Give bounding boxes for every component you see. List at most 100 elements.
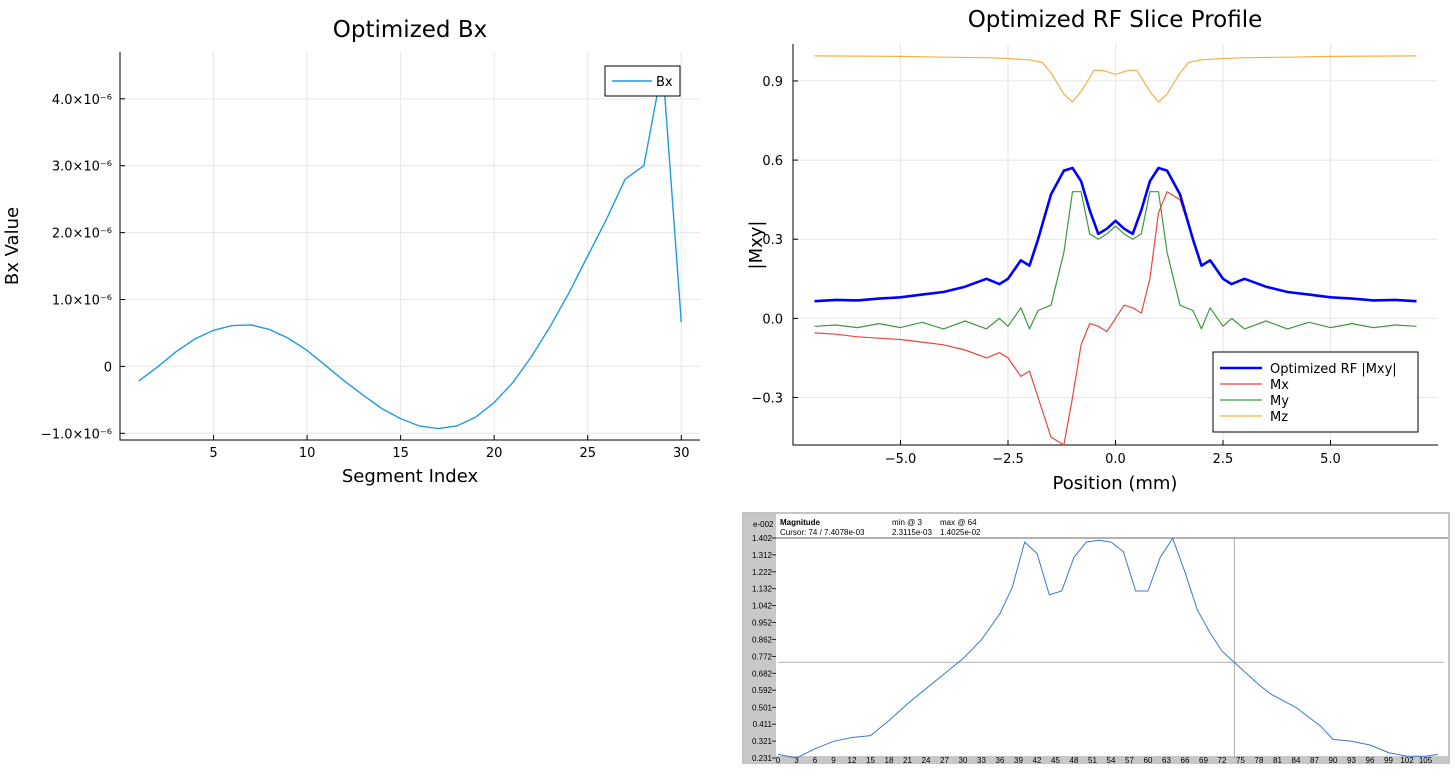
rf-chart-series [814, 55, 1417, 446]
viewer-y-tick-label: 0.952 [752, 619, 773, 628]
viewer-x-tick-label: 96 [1366, 756, 1375, 765]
viewer-y-tick-label: 1.402 [752, 534, 773, 543]
viewer-y-tick-label: 0.592 [752, 686, 773, 695]
viewer-x-tick-label: 63 [1162, 756, 1171, 765]
bx-series-line [138, 65, 682, 430]
rf-y-tick-label: 0.3 [762, 233, 783, 248]
rf-x-tick-label: 2.5 [1213, 452, 1234, 467]
viewer-x-tick-label: 84 [1292, 756, 1301, 765]
bx-chart: Optimized Bx 5 10 15 20 25 30 −1.0×10⁻⁶ 0 1.0×1… [2, 17, 700, 487]
viewer-x-tick-label: 93 [1347, 756, 1356, 765]
viewer-y-gutter [744, 514, 776, 762]
bx-legend-label: Bx [656, 75, 673, 90]
rf-mxy-line [814, 166, 1417, 303]
viewer-x-tick-label: 81 [1273, 756, 1282, 765]
bx-chart-x-label: Segment Index [342, 466, 479, 487]
viewer-y-tick-label: 0.231 [752, 754, 773, 763]
viewer-y-tick-label: 0.682 [752, 669, 773, 678]
viewer-x-tick-label: 78 [1255, 756, 1264, 765]
viewer-x-tick-label: 102 [1400, 756, 1414, 765]
viewer-y-tick-label: 0.321 [752, 737, 773, 746]
viewer-x-tick-label: 27 [940, 756, 949, 765]
bx-chart-y-label: Bx Value [2, 207, 23, 285]
viewer-x-tick-label: 45 [1051, 756, 1060, 765]
rf-profile-chart: Optimized RF Slice Profile −5.0 −2.5 0.0 2.… [746, 7, 1438, 494]
bx-y-tick-label: 4.0×10⁻⁶ [52, 93, 112, 108]
viewer-x-ticks: 0 3 6 9 12 15 18 21 24 27 30 33 36 39 42 45 48 51 54 57 60 63… [776, 756, 1433, 765]
bx-x-tick-label: 20 [486, 446, 503, 461]
rf-chart-grid [793, 44, 1438, 445]
rf-legend-box [1212, 351, 1419, 433]
viewer-x-tick-label: 9 [831, 756, 836, 765]
rf-my-line [814, 191, 1417, 330]
bx-chart-legend: Bx [604, 65, 681, 97]
viewer-y-tick-label: 1.132 [752, 585, 773, 594]
viewer-x-tick-label: 48 [1070, 756, 1079, 765]
viewer-frame [742, 512, 1450, 764]
viewer-y-tick-label: 1.312 [752, 551, 773, 560]
rf-x-tick-label: −5.0 [885, 452, 917, 467]
bx-y-tick-label: −1.0×10⁻⁶ [41, 427, 112, 442]
bx-chart-title: Optimized Bx [333, 17, 487, 43]
viewer-y-tick-label: 1.222 [752, 568, 773, 577]
viewer-y-tick-label: 0.772 [752, 652, 773, 661]
viewer-x-tick-label: 15 [866, 756, 875, 765]
rf-legend-mx-label: Mx [1270, 378, 1289, 393]
bx-chart-grid [120, 52, 700, 440]
viewer-x-tick-label: 36 [996, 756, 1005, 765]
viewer-title: Magnitude [780, 518, 821, 527]
viewer-y-tick-label: 0.501 [752, 703, 773, 712]
magnitude-series-line [777, 537, 1438, 759]
viewer-x-tick-label: 66 [1181, 756, 1190, 765]
viewer-x-tick-label: 3 [794, 756, 799, 765]
rf-chart-y-ticks: −0.3 0.0 0.3 0.6 0.9 [751, 75, 798, 407]
viewer-cursor-readout: Cursor: 74 / 7.4078e-03 [780, 528, 865, 537]
viewer-x-tick-label: 39 [1014, 756, 1023, 765]
viewer-x-tick-label: 30 [959, 756, 968, 765]
viewer-x-tick-label: 18 [885, 756, 894, 765]
bx-y-tick-label: 1.0×10⁻⁶ [52, 294, 112, 309]
rf-chart-title: Optimized RF Slice Profile [968, 7, 1263, 33]
viewer-y-tick-label: 1.042 [752, 602, 773, 611]
viewer-min-label: min @ 3 [892, 518, 922, 527]
rf-x-tick-label: 0.0 [1105, 452, 1126, 467]
bx-x-tick-label: 30 [673, 446, 690, 461]
viewer-x-tick-label: 33 [977, 756, 986, 765]
rf-y-tick-label: 0.0 [762, 312, 783, 327]
rf-legend-my-label: My [1270, 394, 1289, 409]
viewer-x-tick-label: 51 [1088, 756, 1097, 765]
rf-mz-line [814, 55, 1417, 103]
viewer-x-tick-label: 42 [1033, 756, 1042, 765]
viewer-x-tick-label: 12 [848, 756, 857, 765]
viewer-min-value: 2.3115e-03 [892, 528, 932, 537]
viewer-x-tick-label: 69 [1199, 756, 1208, 765]
bx-chart-axes [119, 52, 700, 441]
rf-legend-mxy-label: Optimized RF |Mxy| [1270, 362, 1397, 377]
viewer-x-tick-label: 87 [1310, 756, 1319, 765]
viewer-x-tick-label: 72 [1218, 756, 1227, 765]
bx-chart-y-ticks: −1.0×10⁻⁶ 0 1.0×10⁻⁶ 2.0×10⁻⁶ 3.0×10⁻⁶ 4.0×10… [41, 93, 125, 442]
rf-y-tick-label: 0.6 [762, 154, 783, 169]
bx-x-tick-label: 10 [299, 446, 316, 461]
viewer-x-tick-label: 105 [1419, 756, 1433, 765]
viewer-y-tick-label: 0.411 [753, 720, 773, 729]
rf-x-tick-label: 5.0 [1320, 452, 1341, 467]
rf-chart-x-ticks: −5.0 −2.5 0.0 2.5 5.0 [885, 440, 1341, 467]
rf-legend-mz-label: Mz [1270, 410, 1288, 425]
bx-y-tick-label: 0 [104, 360, 112, 375]
bx-x-tick-label: 5 [209, 446, 217, 461]
viewer-x-tick-label: 75 [1236, 756, 1245, 765]
viewer-x-gutter [776, 756, 1448, 763]
viewer-x-tick-label: 57 [1125, 756, 1134, 765]
bx-x-tick-label: 25 [579, 446, 596, 461]
rf-x-tick-label: −2.5 [992, 452, 1024, 467]
viewer-x-tick-label: 54 [1107, 756, 1116, 765]
bx-y-tick-label: 2.0×10⁻⁶ [52, 227, 112, 242]
rf-y-tick-label: 0.9 [762, 75, 783, 90]
viewer-x-tick-label: 60 [1144, 756, 1153, 765]
viewer-x-tick-label: 21 [903, 756, 912, 765]
rf-chart-y-label: |Mxy| [746, 221, 767, 270]
viewer-x-tick-label: 99 [1384, 756, 1393, 765]
